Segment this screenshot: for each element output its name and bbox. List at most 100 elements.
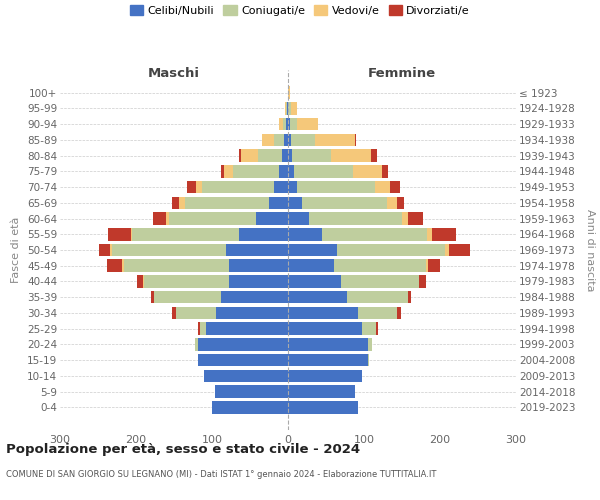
Bar: [288, 150, 292, 162]
Bar: [382, 165, 388, 177]
Bar: [166, 212, 169, 225]
Bar: [288, 86, 290, 99]
Bar: [199, 354, 288, 366]
Bar: [187, 181, 196, 194]
Bar: [196, 181, 202, 194]
Bar: [131, 228, 132, 240]
Bar: [172, 196, 179, 209]
Bar: [428, 260, 440, 272]
Bar: [286, 118, 288, 130]
Bar: [408, 291, 411, 304]
Bar: [216, 306, 288, 319]
Bar: [331, 150, 371, 162]
Y-axis label: Anni di nascita: Anni di nascita: [585, 209, 595, 291]
Bar: [285, 102, 286, 115]
Bar: [176, 306, 216, 319]
Bar: [108, 228, 131, 240]
Bar: [185, 196, 269, 209]
Bar: [347, 291, 408, 304]
Bar: [279, 165, 288, 177]
Bar: [99, 244, 110, 256]
Bar: [262, 134, 274, 146]
Bar: [290, 118, 297, 130]
Bar: [309, 212, 402, 225]
Bar: [294, 165, 353, 177]
Bar: [205, 370, 288, 382]
Bar: [427, 260, 428, 272]
Bar: [154, 291, 221, 304]
Bar: [387, 196, 397, 209]
Bar: [427, 228, 431, 240]
Bar: [292, 150, 331, 162]
Bar: [284, 134, 288, 146]
Bar: [297, 181, 374, 194]
Y-axis label: Fasce di età: Fasce di età: [11, 217, 22, 283]
Bar: [431, 228, 456, 240]
Bar: [337, 244, 445, 256]
Bar: [449, 244, 470, 256]
Bar: [132, 228, 239, 240]
Bar: [390, 181, 400, 194]
Legend: Celibi/Nubili, Coniugati/e, Vedovi/e, Divorziati/e: Celibi/Nubili, Coniugati/e, Vedovi/e, Di…: [125, 0, 475, 20]
Bar: [368, 338, 373, 350]
Bar: [195, 338, 199, 350]
Bar: [288, 212, 309, 225]
Bar: [368, 354, 370, 366]
Bar: [419, 275, 425, 288]
Bar: [279, 118, 283, 130]
Bar: [322, 228, 427, 240]
Bar: [287, 102, 288, 115]
Bar: [288, 165, 294, 177]
Bar: [288, 260, 334, 272]
Bar: [288, 181, 297, 194]
Bar: [445, 244, 449, 256]
Bar: [112, 244, 226, 256]
Bar: [402, 212, 408, 225]
Bar: [233, 165, 279, 177]
Bar: [241, 150, 257, 162]
Bar: [288, 196, 302, 209]
Bar: [122, 260, 124, 272]
Bar: [408, 212, 423, 225]
Bar: [288, 354, 368, 366]
Bar: [229, 260, 288, 272]
Bar: [302, 196, 387, 209]
Bar: [397, 306, 401, 319]
Bar: [169, 212, 256, 225]
Bar: [288, 228, 322, 240]
Bar: [288, 338, 368, 350]
Bar: [256, 212, 288, 225]
Bar: [341, 275, 419, 288]
Text: Maschi: Maschi: [148, 67, 200, 80]
Bar: [288, 291, 347, 304]
Bar: [291, 102, 297, 115]
Bar: [107, 260, 122, 272]
Bar: [288, 401, 358, 413]
Bar: [224, 165, 233, 177]
Bar: [199, 338, 288, 350]
Bar: [212, 401, 288, 413]
Bar: [288, 306, 358, 319]
Bar: [143, 275, 229, 288]
Bar: [215, 386, 288, 398]
Bar: [153, 212, 166, 225]
Bar: [358, 306, 397, 319]
Bar: [151, 291, 154, 304]
Bar: [297, 118, 319, 130]
Bar: [239, 150, 241, 162]
Text: Femmine: Femmine: [368, 67, 436, 80]
Bar: [397, 196, 404, 209]
Bar: [269, 196, 288, 209]
Text: COMUNE DI SAN GIORGIO SU LEGNANO (MI) - Dati ISTAT 1° gennaio 2024 - Elaborazion: COMUNE DI SAN GIORGIO SU LEGNANO (MI) - …: [6, 470, 436, 479]
Bar: [288, 370, 362, 382]
Bar: [202, 181, 274, 194]
Bar: [239, 228, 288, 240]
Bar: [316, 134, 355, 146]
Bar: [179, 196, 185, 209]
Bar: [355, 134, 356, 146]
Bar: [199, 322, 200, 335]
Bar: [334, 260, 427, 272]
Bar: [274, 181, 288, 194]
Bar: [374, 181, 390, 194]
Bar: [226, 244, 288, 256]
